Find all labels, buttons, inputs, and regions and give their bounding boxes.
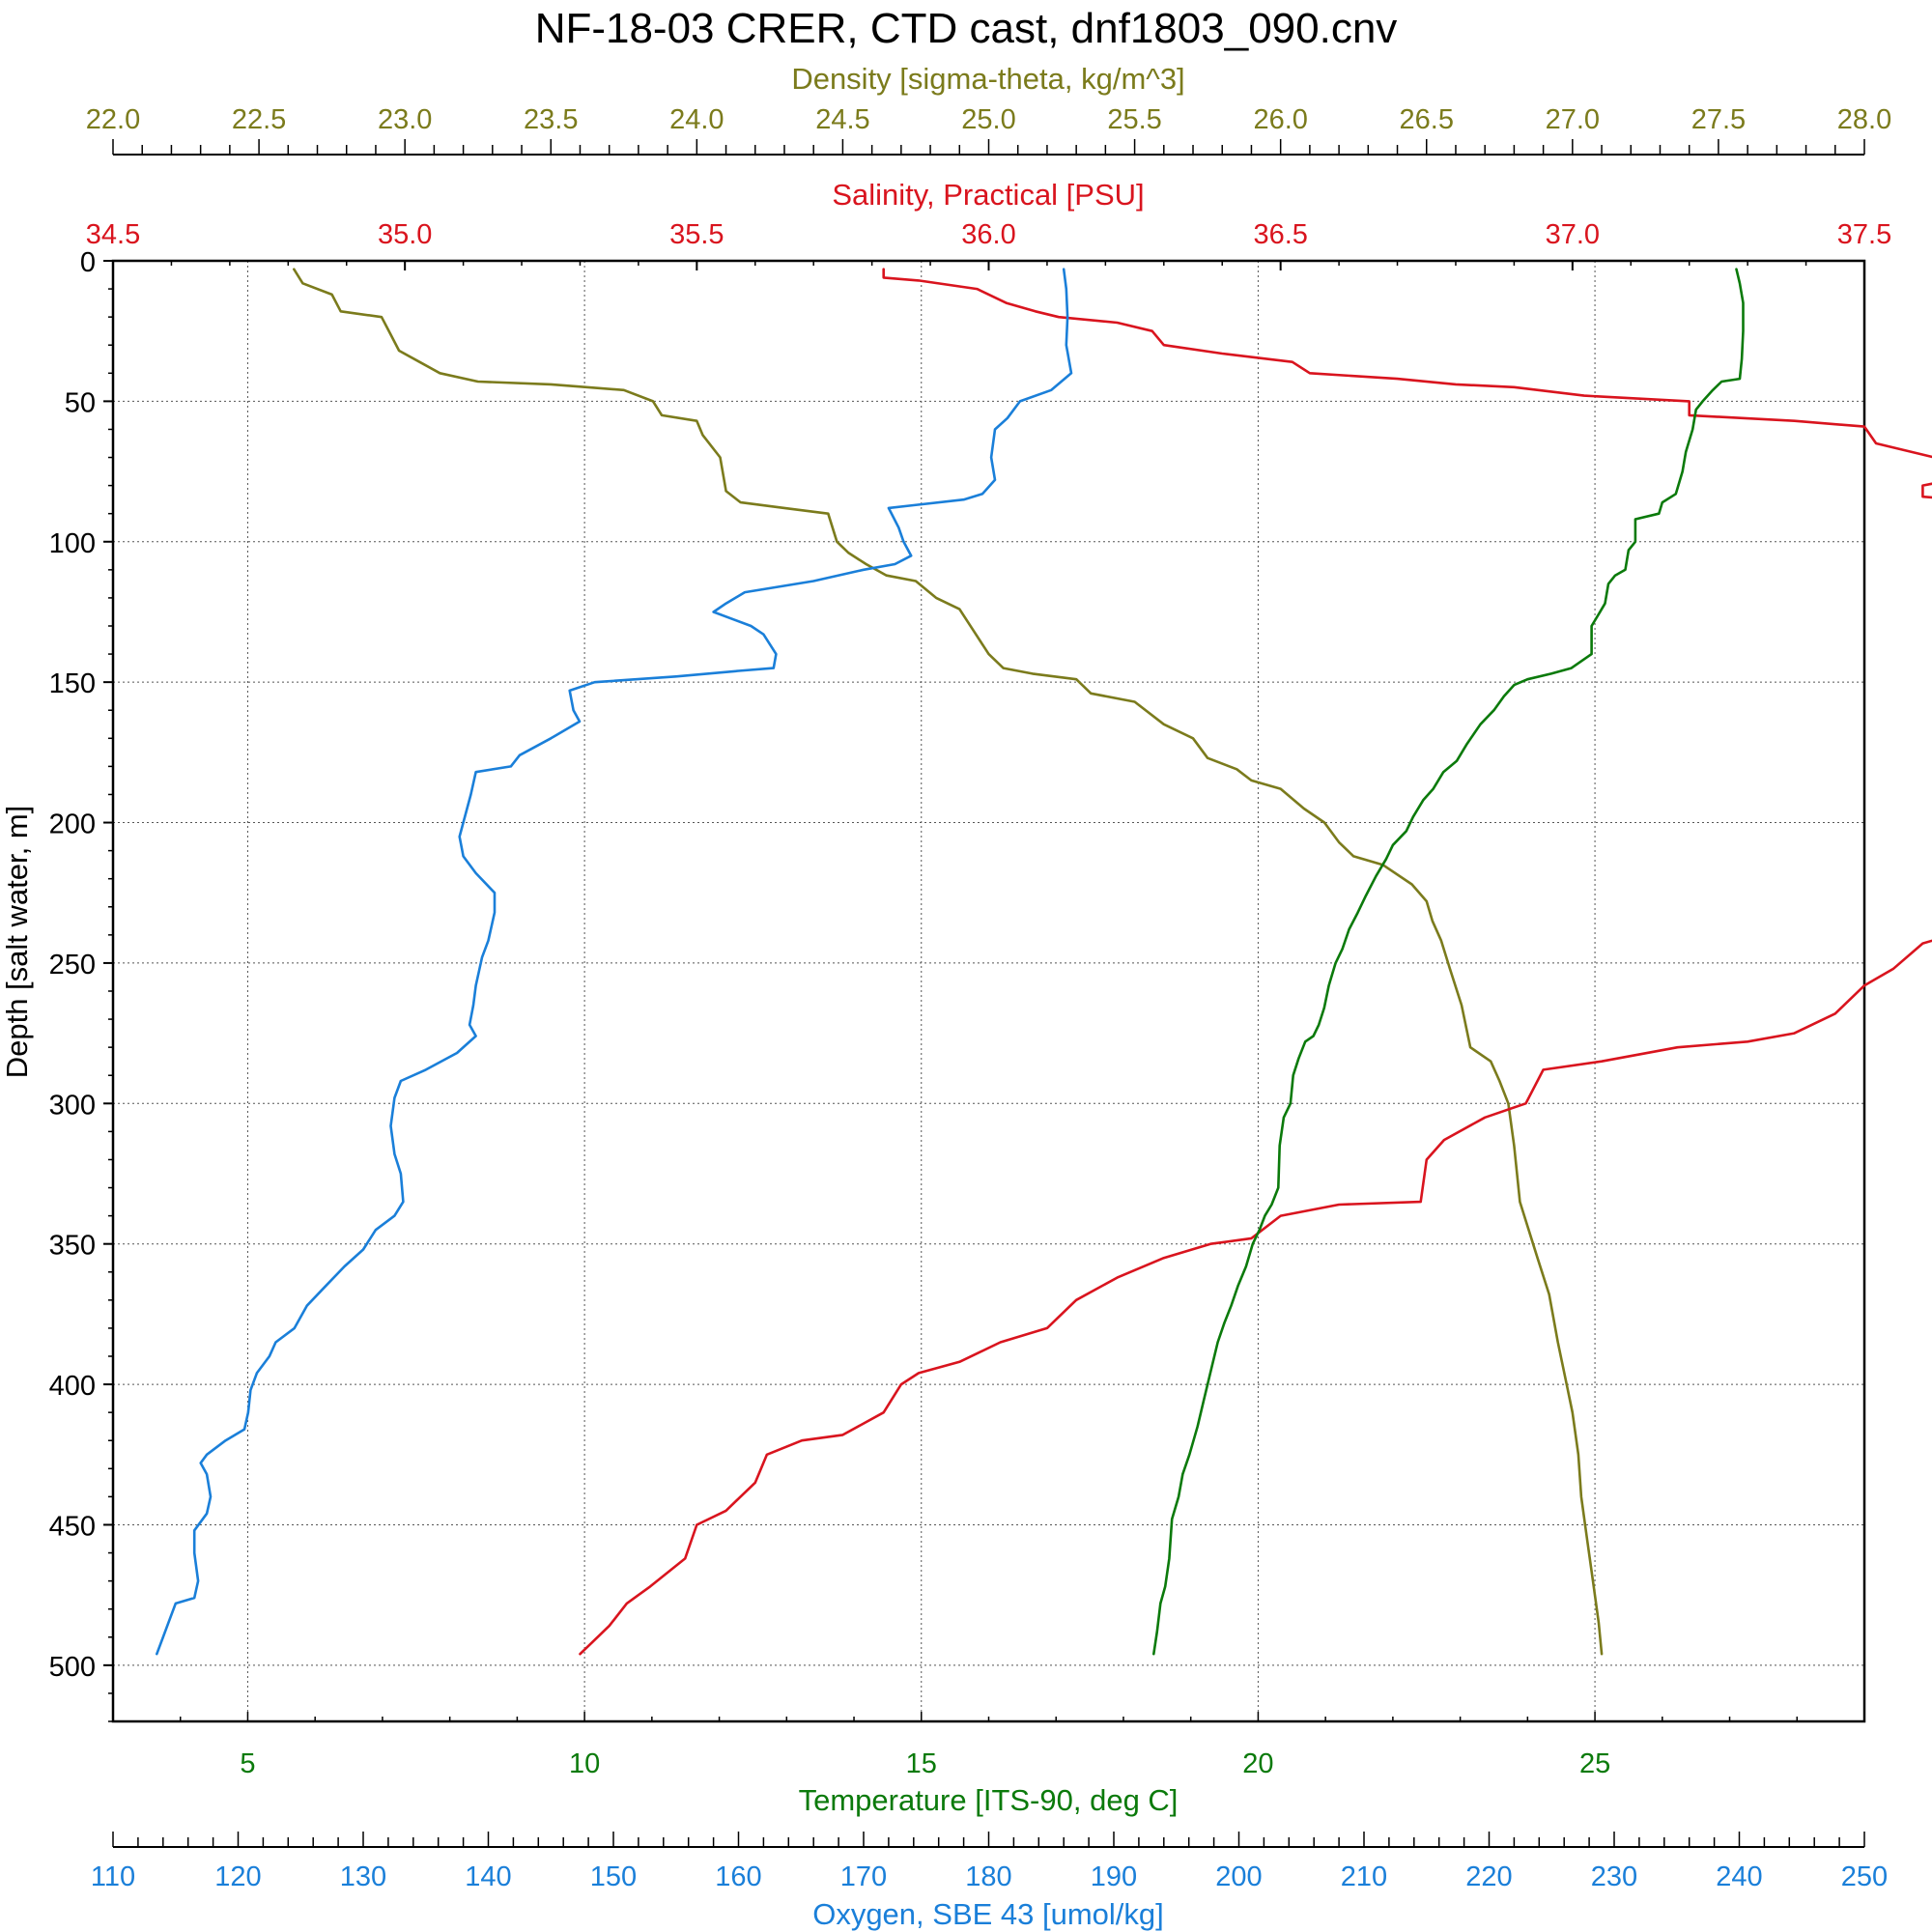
- oxygen-axis-label: Oxygen, SBE 43 [umol/kg]: [812, 1897, 1164, 1931]
- depth-tick-label: 0: [80, 247, 96, 278]
- oxygen-tick-label: 230: [1591, 1861, 1637, 1892]
- oxygen-tick-label: 150: [590, 1861, 637, 1892]
- temperature-axis-label: Temperature [ITS-90, deg C]: [799, 1783, 1179, 1817]
- temperature-tick-label: 25: [1579, 1748, 1610, 1779]
- depth-tick-label: 250: [49, 950, 96, 980]
- oxygen-profile-line: [156, 268, 1073, 1656]
- temperature-axis: 5 10 15 20 25 Temperature [ITS-90, deg C]: [240, 1748, 1610, 1817]
- density-tick-label: 27.5: [1691, 104, 1746, 135]
- oxygen-axis: 110 120 130 140 150 160 170 180 190 200 210 220 230 2…: [91, 1832, 1888, 1931]
- density-tick-label: 25.5: [1107, 104, 1161, 135]
- oxygen-tick-label: 220: [1465, 1861, 1512, 1892]
- density-tick-label: 23.5: [524, 104, 578, 135]
- salinity-tick-labels: 34.5 35.0 35.5 36.0 36.5 37.0 37.5: [86, 219, 1891, 250]
- depth-tick-label: 450: [49, 1511, 96, 1542]
- salinity-tick-label: 37.5: [1837, 219, 1891, 250]
- temperature-profile-line: [1152, 268, 1745, 1656]
- density-tick-label: 25.0: [961, 104, 1015, 135]
- depth-tick-label: 100: [49, 528, 96, 559]
- series-layer: [156, 268, 1932, 1656]
- salinity-profile-line: [579, 268, 1932, 1656]
- density-tick-label: 22.0: [86, 104, 140, 135]
- density-tick-label: 24.5: [815, 104, 869, 135]
- depth-tick-label: 50: [65, 387, 96, 418]
- salinity-tick-label: 37.0: [1546, 219, 1600, 250]
- density-axis-label: Density [sigma-theta, kg/m^3]: [791, 62, 1184, 96]
- salinity-tick-label: 34.5: [86, 219, 140, 250]
- salinity-tick-label: 36.5: [1253, 219, 1307, 250]
- density-tick-label: 23.0: [378, 104, 432, 135]
- temperature-tick-labels: 5 10 15 20 25: [240, 1748, 1610, 1779]
- density-axis: Density [sigma-theta, kg/m^3] 22.0 22.5 23…: [86, 62, 1891, 156]
- salinity-axis: Salinity, Practical [PSU] 34.5 35.0 35.5 36…: [86, 178, 1891, 250]
- temperature-tick-label: 15: [906, 1748, 937, 1779]
- temperature-tick-label: 10: [569, 1748, 600, 1779]
- depth-axis-label: Depth [salt water, m]: [0, 806, 34, 1079]
- depth-tick-label: 400: [49, 1371, 96, 1402]
- oxygen-tick-label: 120: [214, 1861, 261, 1892]
- oxygen-tick-label: 250: [1841, 1861, 1888, 1892]
- oxygen-tick-label: 180: [965, 1861, 1011, 1892]
- density-tick-label: 26.5: [1400, 104, 1454, 135]
- depth-tick-label: 200: [49, 810, 96, 840]
- salinity-tick-label: 35.5: [669, 219, 724, 250]
- chart-title: NF-18-03 CRER, CTD cast, dnf1803_090.cnv: [535, 5, 1398, 52]
- depth-tick-label: 300: [49, 1090, 96, 1121]
- density-ticks: [112, 139, 1865, 155]
- salinity-tick-label: 35.0: [378, 219, 432, 250]
- depth-tick-labels: 0 50 100 150 200 250 300 350 400 450 500: [49, 247, 96, 1683]
- oxygen-tick-label: 110: [91, 1861, 135, 1892]
- depth-axis: 0 50 100 150 200 250 300 350 400 450 500 Depth [sa…: [0, 247, 96, 1683]
- oxygen-tick-label: 160: [715, 1861, 761, 1892]
- density-tick-label: 28.0: [1837, 104, 1891, 135]
- temperature-tick-label: 5: [240, 1748, 255, 1779]
- salinity-tick-label: 36.0: [961, 219, 1015, 250]
- density-tick-label: 24.0: [669, 104, 724, 135]
- density-tick-labels: 22.0 22.5 23.0 23.5 24.0 24.5 25.0 25.5 26.0 26.5…: [86, 104, 1891, 135]
- plot-frame: [111, 259, 1866, 1723]
- depth-tick-label: 350: [49, 1231, 96, 1262]
- salinity-axis-label: Salinity, Practical [PSU]: [832, 178, 1144, 212]
- density-profile-line: [292, 268, 1604, 1656]
- oxygen-tick-label: 130: [340, 1861, 386, 1892]
- temperature-tick-label: 20: [1242, 1748, 1273, 1779]
- oxygen-tick-labels: 110 120 130 140 150 160 170 180 190 200 210 220 230 2…: [91, 1861, 1888, 1892]
- oxygen-tick-label: 240: [1716, 1861, 1762, 1892]
- oxygen-tick-label: 140: [465, 1861, 511, 1892]
- grid: [113, 260, 1864, 1721]
- oxygen-tick-label: 210: [1341, 1861, 1387, 1892]
- oxygen-tick-label: 170: [840, 1861, 887, 1892]
- oxygen-ticks: [112, 1832, 1865, 1847]
- oxygen-tick-label: 200: [1215, 1861, 1262, 1892]
- density-tick-label: 27.0: [1546, 104, 1600, 135]
- oxygen-tick-label: 190: [1091, 1861, 1137, 1892]
- depth-tick-label: 150: [49, 668, 96, 699]
- density-tick-label: 22.5: [232, 104, 286, 135]
- density-tick-label: 26.0: [1253, 104, 1307, 135]
- depth-tick-label: 500: [49, 1652, 96, 1683]
